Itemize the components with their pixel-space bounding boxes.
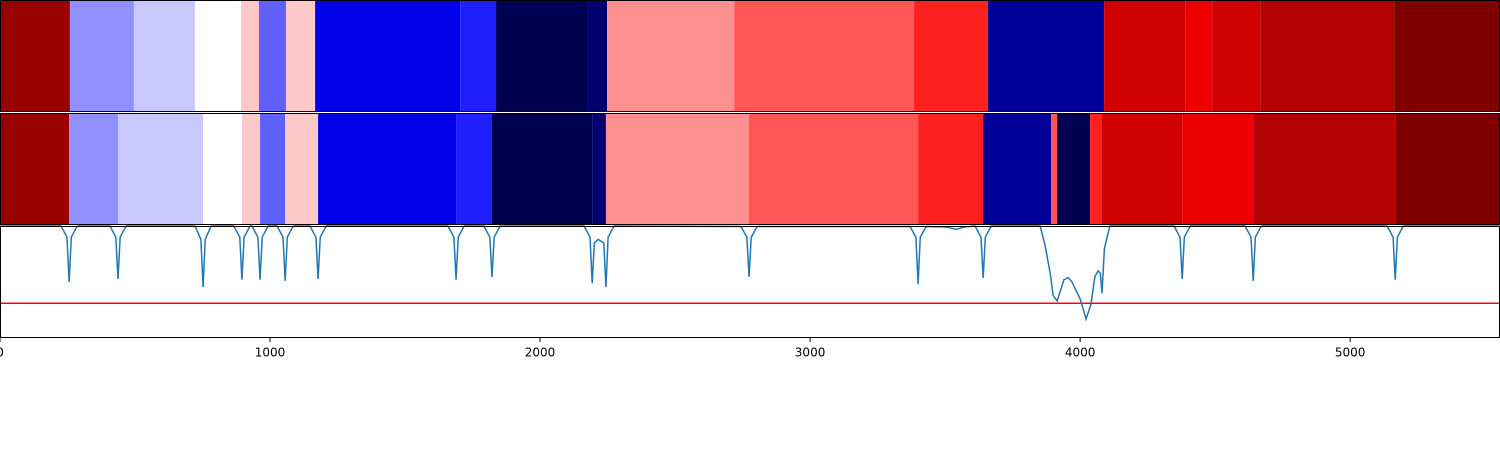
segment	[1395, 113, 1500, 225]
segment	[315, 0, 461, 112]
x-tick-label: 0	[0, 346, 4, 360]
segment	[607, 0, 735, 112]
segment	[0, 0, 70, 112]
segment	[587, 0, 608, 112]
segment	[1253, 113, 1396, 225]
segment	[258, 0, 286, 112]
panel-frame	[0, 226, 1500, 338]
x-tick-label: 3000	[795, 346, 826, 360]
segment	[1212, 0, 1261, 112]
segment	[918, 113, 984, 225]
segment	[285, 0, 316, 112]
segment	[69, 0, 134, 112]
segment	[914, 0, 989, 112]
segment	[1104, 0, 1186, 112]
segment	[592, 113, 606, 225]
segment	[983, 113, 1052, 225]
x-tick-label: 4000	[1065, 346, 1096, 360]
segment	[1394, 0, 1500, 112]
segment	[988, 0, 1105, 112]
x-tick-label: 1000	[255, 346, 286, 360]
x-tick-label: 5000	[1335, 346, 1366, 360]
segment	[1101, 113, 1183, 225]
segment	[734, 0, 915, 112]
segment	[285, 113, 319, 225]
segment	[1090, 113, 1102, 225]
segment	[491, 113, 593, 225]
segment	[1260, 0, 1395, 112]
segment	[318, 113, 457, 225]
segment	[241, 113, 261, 225]
segment	[203, 113, 242, 225]
segment	[496, 0, 588, 112]
segment	[241, 0, 259, 112]
segment	[0, 113, 70, 225]
signal-line	[0, 225, 1500, 322]
segment	[749, 113, 919, 225]
segment	[260, 113, 286, 225]
segment	[1057, 113, 1091, 225]
segment	[605, 113, 750, 225]
segment	[460, 0, 497, 112]
segment	[1182, 113, 1254, 225]
segment	[1185, 0, 1213, 112]
segment	[1051, 113, 1058, 225]
segment	[118, 113, 204, 225]
segment	[69, 113, 119, 225]
segment	[194, 0, 242, 112]
x-tick-label: 2000	[525, 346, 556, 360]
segment	[133, 0, 195, 112]
segment	[456, 113, 492, 225]
